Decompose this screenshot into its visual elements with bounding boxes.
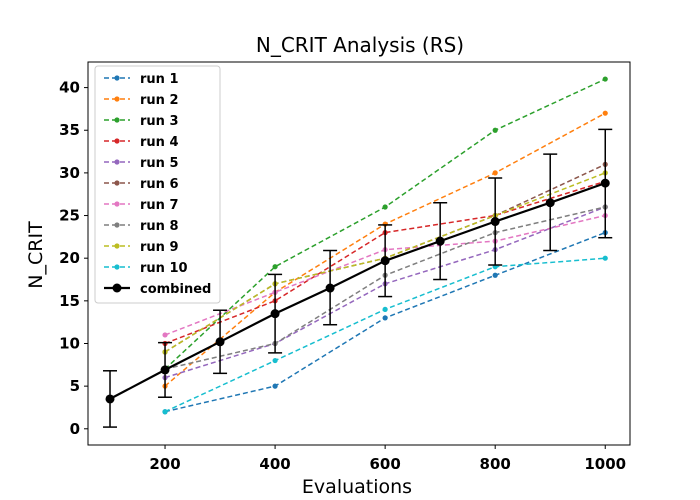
legend-swatch-marker xyxy=(114,201,120,207)
data-point xyxy=(272,383,278,389)
legend-box xyxy=(94,65,221,304)
data-point xyxy=(382,315,388,321)
data-point xyxy=(602,110,608,116)
y-tick-label: 40 xyxy=(59,79,80,97)
legend-swatch-marker xyxy=(114,243,120,249)
legend-entry: run 4 xyxy=(104,135,179,150)
x-axis-label: Evaluations xyxy=(302,476,412,498)
x-tick-label: 800 xyxy=(480,455,511,473)
data-point xyxy=(600,178,610,188)
y-tick-label: 5 xyxy=(70,377,80,395)
legend-swatch-marker xyxy=(114,159,120,165)
legend-label: combined xyxy=(140,282,211,297)
y-tick-label: 30 xyxy=(59,164,80,182)
legend-label: run 7 xyxy=(140,198,179,213)
data-point xyxy=(492,272,498,278)
y-tick-label: 20 xyxy=(59,249,80,267)
legend-entry: combined xyxy=(104,282,211,297)
data-point xyxy=(435,236,445,246)
data-point xyxy=(162,409,168,415)
legend-label: run 2 xyxy=(140,93,179,108)
legend-entry: run 10 xyxy=(104,261,188,276)
data-point xyxy=(380,256,390,266)
y-tick-label: 25 xyxy=(59,207,80,225)
legend-label: run 6 xyxy=(140,177,179,192)
data-point xyxy=(272,357,278,364)
legend-entry: run 7 xyxy=(104,198,179,213)
legend-swatch-marker xyxy=(114,75,120,81)
legend-swatch-marker xyxy=(114,222,120,228)
legend-label: run 10 xyxy=(140,261,188,276)
data-point xyxy=(602,76,608,82)
x-tick-label: 200 xyxy=(149,455,180,473)
legend-label: run 4 xyxy=(140,135,179,150)
y-tick-label: 10 xyxy=(59,334,80,352)
legend-swatch-marker xyxy=(114,180,120,186)
axes-frame xyxy=(87,61,631,446)
data-point xyxy=(382,306,388,312)
legend-entry: run 1 xyxy=(104,72,179,87)
x-tick-label: 400 xyxy=(259,455,290,473)
axis-ticks: 200 400 600 800 1000 0 5 10 15 20 25 30 35 40 xyxy=(59,79,626,473)
legend-entry: run 2 xyxy=(104,93,179,108)
data-point xyxy=(105,394,115,404)
data-point xyxy=(492,127,498,133)
legend-entry: run 3 xyxy=(104,114,179,129)
legend-swatch-marker xyxy=(114,138,120,144)
y-axis-label: N_CRIT xyxy=(25,221,47,289)
legend-entry: run 5 xyxy=(104,156,179,171)
legend-label: run 9 xyxy=(140,240,179,255)
legend-label: run 3 xyxy=(140,114,179,129)
plot-area xyxy=(103,76,613,428)
data-point xyxy=(490,217,500,227)
legend-entry: run 6 xyxy=(104,177,179,192)
y-tick-label: 35 xyxy=(59,121,80,139)
legend-swatch-marker xyxy=(114,117,120,123)
data-point xyxy=(545,198,555,208)
legend-entry: run 9 xyxy=(104,240,179,255)
data-point xyxy=(325,283,335,293)
legend-label: run 5 xyxy=(140,156,179,171)
series-line xyxy=(109,182,606,400)
data-point xyxy=(270,309,280,319)
legend-swatch-marker xyxy=(114,96,120,102)
legend-swatch-marker xyxy=(112,283,122,293)
y-tick-label: 15 xyxy=(59,292,80,310)
legend: run 1 run 2 run 3 run 4 run 5 run 6 run 7 run 8… xyxy=(94,65,221,304)
legend-swatch-marker xyxy=(114,264,120,270)
series-combined xyxy=(103,128,613,428)
legend-entry: run 8 xyxy=(104,219,179,234)
x-tick-label: 600 xyxy=(369,455,400,473)
series-run-10 xyxy=(162,255,608,415)
chart-title: N_CRIT Analysis (RS) xyxy=(256,33,464,57)
data-point xyxy=(492,170,498,176)
data-point xyxy=(215,337,225,347)
legend-label: run 8 xyxy=(140,219,179,234)
data-point xyxy=(160,365,170,375)
data-point xyxy=(382,204,388,210)
data-point xyxy=(162,332,168,338)
data-point xyxy=(272,264,278,270)
data-point xyxy=(602,255,608,261)
y-tick-label: 0 xyxy=(70,420,80,438)
legend-label: run 1 xyxy=(140,72,179,87)
x-tick-label: 1000 xyxy=(584,455,626,473)
